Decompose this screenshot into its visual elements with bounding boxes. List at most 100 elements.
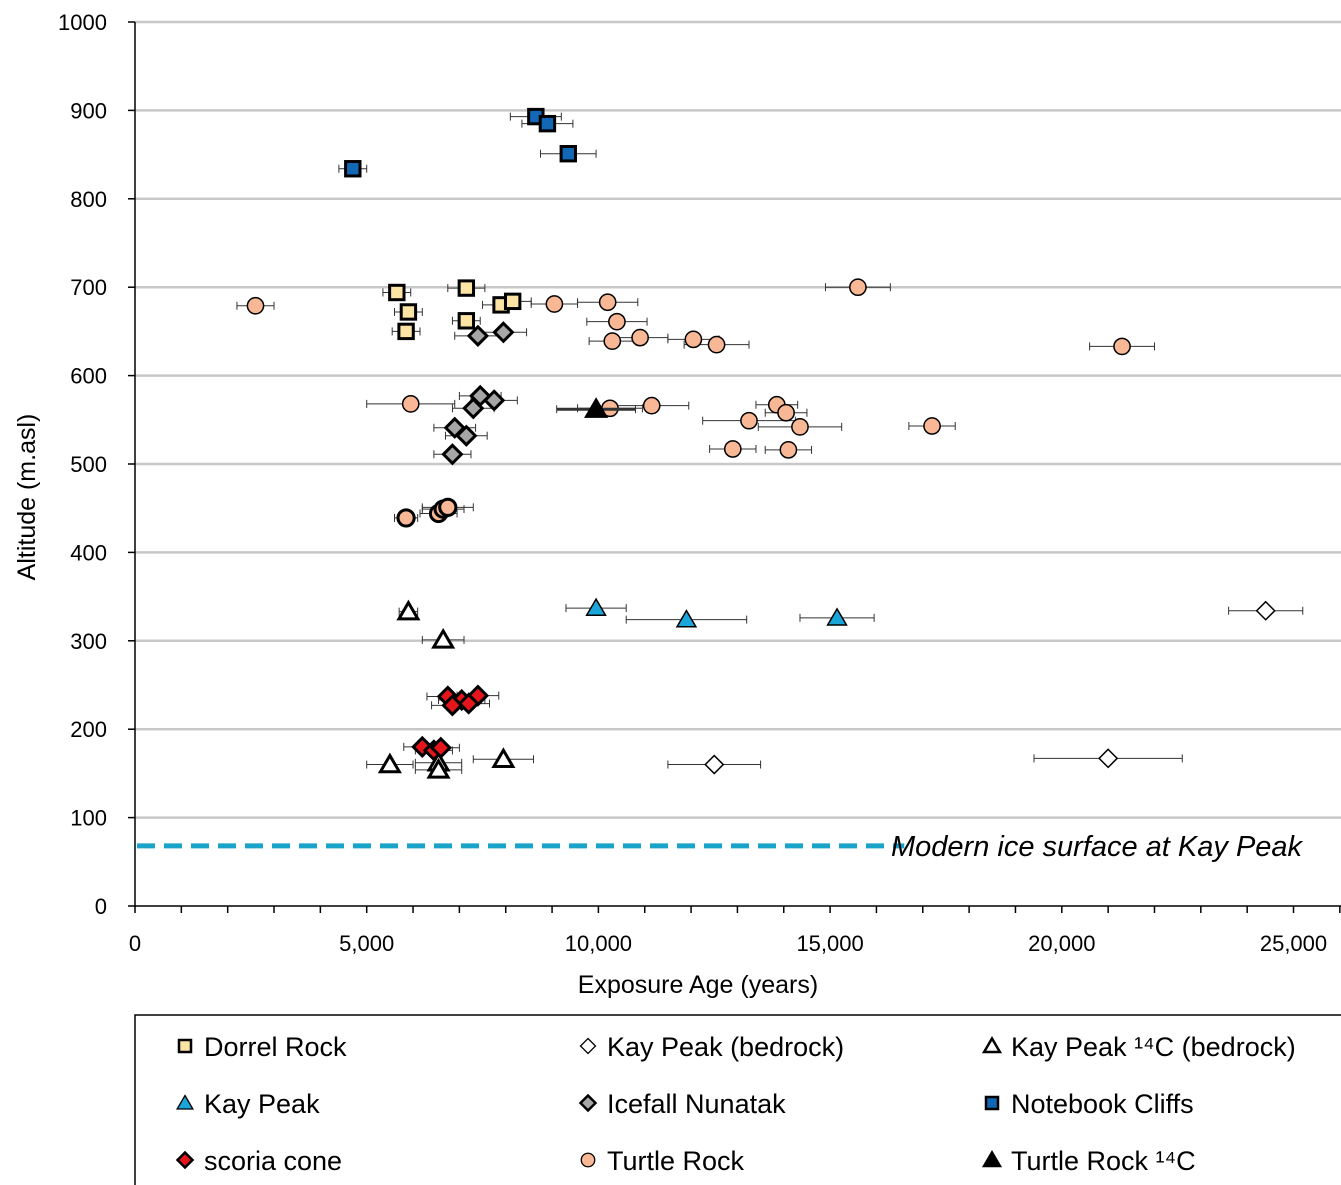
legend-label: Turtle Rock: [607, 1146, 745, 1176]
legend-swatch: [175, 1150, 195, 1170]
series-turtle-rock-c: [556, 397, 636, 418]
y-tick-label: 800: [70, 187, 107, 212]
data-marks: [236, 107, 1304, 779]
y-tick-label: 700: [70, 275, 107, 300]
data-point: [503, 292, 522, 311]
data-point: [438, 497, 458, 517]
legend-swatch: [580, 1152, 596, 1168]
data-point: [455, 424, 478, 447]
series-kay-peak-c-bedrock-: [366, 599, 535, 779]
data-point: [1113, 337, 1131, 356]
legend-item: Dorrel Rock: [177, 1032, 347, 1062]
legend-swatch: [984, 1095, 1000, 1111]
data-point: [388, 283, 406, 302]
data-point: [559, 145, 577, 163]
data-point: [740, 411, 758, 430]
data-point: [791, 418, 809, 436]
y-axis-title: Altitude (m.asl): [13, 414, 41, 581]
x-tick-label: 15,000: [796, 931, 863, 956]
data-point: [704, 754, 725, 775]
data-point: [1098, 748, 1119, 769]
data-point: [429, 736, 452, 759]
series-icefall-nunatak: [433, 321, 528, 466]
legend-label: scoria cone: [204, 1146, 342, 1176]
data-point: [608, 312, 626, 331]
legend-item: scoria cone: [175, 1146, 342, 1176]
y-tick-label: 1000: [58, 10, 107, 35]
legend-label: Dorrel Rock: [204, 1032, 347, 1062]
data-point: [642, 396, 661, 415]
legend-swatch: [175, 1094, 195, 1110]
x-tick-label: 5,000: [339, 931, 394, 956]
series-turtle-rock-bold-outline-: [394, 497, 474, 528]
data-point: [585, 597, 607, 617]
data-point: [707, 335, 726, 354]
data-point: [457, 692, 480, 715]
legend-label: Kay Peak (bedrock): [607, 1032, 844, 1062]
y-tick-label: 300: [70, 629, 107, 654]
data-point: [457, 279, 476, 297]
data-point: [399, 303, 418, 321]
y-tick-label: 900: [70, 98, 107, 123]
grid-lines: [135, 20, 1341, 819]
data-point: [246, 296, 265, 315]
data-point: [396, 599, 421, 621]
data-point: [462, 397, 485, 420]
data-point: [849, 278, 867, 297]
reference-line-label: Modern ice surface at Kay Peak: [891, 831, 1304, 863]
legend-swatch: [981, 1150, 1003, 1168]
legend-item: Notebook Cliffs: [984, 1089, 1194, 1119]
data-point: [483, 389, 506, 412]
data-point: [603, 332, 622, 350]
data-point: [779, 441, 798, 459]
data-point: [441, 443, 464, 466]
legend-item: Kay Peak: [175, 1089, 320, 1119]
series-scoria-cone: [403, 684, 500, 762]
legend-label: Icefall Nunatak: [607, 1089, 786, 1119]
tick-marks: [128, 21, 1341, 913]
series-notebook-cliffs: [338, 107, 597, 178]
series-turtle-rock: [236, 278, 1155, 459]
y-tick-label: 0: [95, 894, 107, 919]
legend-swatch: [578, 1093, 598, 1113]
data-point: [426, 757, 451, 779]
data-point: [584, 397, 609, 418]
data-point: [431, 627, 456, 649]
data-point: [491, 747, 516, 768]
legend-item: Turtle Rock: [580, 1146, 745, 1176]
legend-item: Turtle Rock ¹⁴C: [981, 1146, 1196, 1176]
data-point: [675, 609, 698, 628]
legend-label: Kay Peak: [204, 1089, 320, 1119]
data-point: [684, 330, 703, 349]
x-tick-label: 0: [129, 931, 141, 956]
data-point: [457, 312, 476, 330]
x-tick-label: 25,000: [1260, 931, 1327, 956]
data-point: [492, 321, 515, 344]
data-point: [538, 114, 557, 133]
reference-line-group: Modern ice surface at Kay Peak: [137, 831, 1304, 863]
data-point: [396, 508, 416, 528]
y-tick-label: 600: [70, 364, 107, 389]
y-tick-label: 400: [70, 540, 107, 565]
x-axis-title: Exposure Age (years): [578, 971, 818, 999]
data-point: [466, 324, 490, 347]
x-tick-label: 20,000: [1028, 931, 1095, 956]
legend-label: Notebook Cliffs: [1011, 1089, 1194, 1119]
legend-swatch: [981, 1036, 1003, 1054]
legend-swatch: [177, 1038, 193, 1054]
legend-item: Kay Peak ¹⁴C (bedrock): [981, 1032, 1296, 1062]
data-point: [401, 395, 420, 413]
legend-label: Kay Peak ¹⁴C (bedrock): [1011, 1032, 1296, 1062]
y-tick-label: 200: [70, 717, 107, 742]
legend-item: Icefall Nunatak: [578, 1089, 786, 1119]
legend-label: Turtle Rock ¹⁴C: [1011, 1146, 1196, 1176]
data-point: [598, 293, 617, 312]
x-tick-label: 10,000: [565, 931, 632, 956]
series-kay-peak: [565, 597, 875, 628]
legend-item: Kay Peak (bedrock): [579, 1032, 844, 1062]
y-tick-label: 100: [70, 806, 107, 831]
legend: Dorrel Rock Kay Peak (bedrock) Kay Peak ¹⁴…: [134, 1014, 1341, 1185]
data-point: [397, 322, 415, 341]
data-point: [777, 403, 795, 422]
